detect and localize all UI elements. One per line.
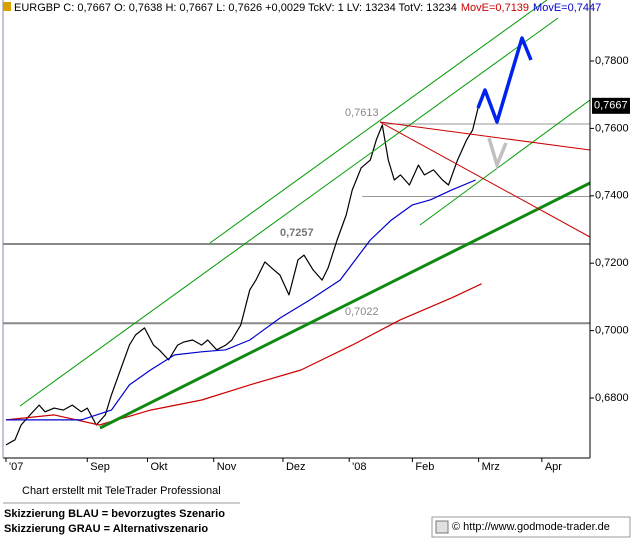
note: Skizzierung BLAU = bevorzugtes Szenario (4, 508, 225, 520)
header-icon (3, 2, 11, 11)
y-tick-label: 0,7000 (595, 325, 629, 337)
last-price-label: 0,7667 (594, 100, 628, 112)
level-label: 0,7613 (345, 107, 379, 119)
trendlines (19, 0, 591, 430)
x-tick-label: Sep (90, 461, 110, 473)
scenario-gray (487, 137, 508, 171)
moving-average (6, 179, 476, 421)
channel-line (19, 17, 559, 407)
x-tick-label: Dez (286, 461, 306, 473)
legend-entry: MovE=0,7447 (533, 2, 601, 14)
x-tick-label: Nov (217, 461, 237, 473)
y-tick-label: 0,6800 (595, 392, 629, 404)
x-tick-label: '08 (352, 461, 366, 473)
x-tick-label: Feb (415, 461, 434, 473)
x-tick-label: Okt (150, 461, 167, 473)
channel-line (419, 99, 591, 226)
x-tick-label: Mrz (482, 461, 500, 473)
support-line (99, 181, 591, 430)
y-tick-label: 0,7800 (595, 55, 629, 67)
y-tick-label: 0,7600 (595, 122, 629, 134)
channel-line (209, 0, 548, 244)
x-tick-label: '07 (9, 461, 23, 473)
moving-average (5, 283, 482, 426)
last-price-box (592, 97, 630, 114)
chart-title: EURGBP C: 0,7667 O: 0,7638 H: 0,7667 L: … (14, 2, 457, 14)
scenario-blue (476, 36, 533, 124)
note: Skizzierung GRAU = Alternativszenario (4, 523, 208, 535)
header: EURGBP C: 0,7667 O: 0,7638 H: 0,7667 L: … (3, 2, 601, 14)
price-line (5, 105, 480, 446)
x-tick-label: Apr (545, 461, 562, 473)
source[interactable]: © http://www.godmode-trader.de (452, 521, 610, 533)
y-tick-label: 0,7400 (595, 190, 629, 202)
level-label: 0,7257 (280, 227, 314, 239)
legend-entry: MovE=0,7139 (461, 2, 529, 14)
plot-area (3, 105, 590, 446)
resistance-line (379, 121, 591, 238)
credit: Chart erstellt mit TeleTrader Profession… (22, 485, 221, 497)
source-icon (435, 520, 449, 534)
y-tick-label: 0,7200 (595, 257, 629, 269)
source-box (431, 516, 631, 538)
resistance-line (379, 121, 591, 151)
level-label: 0,7022 (345, 306, 379, 318)
